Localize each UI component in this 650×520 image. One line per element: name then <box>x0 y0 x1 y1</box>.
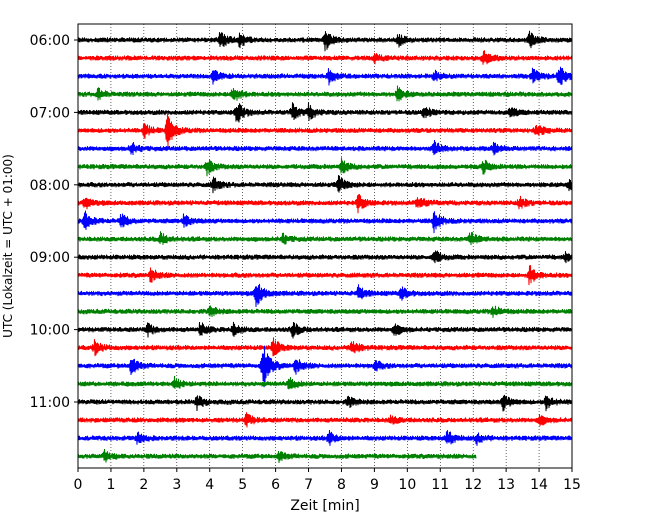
x-axis: 0 1 2 3 4 5 6 7 8 9 10 11 12 13 14 15 <box>74 468 581 493</box>
seismic-trace <box>77 265 573 286</box>
seismic-trace <box>77 102 573 123</box>
x-tick-label: 8 <box>337 477 346 493</box>
seismic-trace <box>77 345 573 388</box>
seismic-trace <box>77 394 573 412</box>
seismic-trace <box>77 175 573 194</box>
y-tick-label: 10:00 <box>30 323 70 339</box>
x-tick-label: 5 <box>238 477 247 493</box>
y-tick-label: 11:00 <box>30 395 70 411</box>
seismic-trace <box>77 231 573 246</box>
x-tick-label: 10 <box>398 477 416 493</box>
x-tick-label: 4 <box>205 477 214 493</box>
seismic-trace <box>77 375 573 390</box>
y-axis: 06:00 07:00 08:00 09:00 10:00 11:00 <box>30 33 78 411</box>
seismic-trace <box>77 305 573 318</box>
x-axis-label: Zeit [min] <box>290 498 359 514</box>
x-tick-label: 9 <box>370 477 379 493</box>
x-tick-label: 15 <box>563 477 581 493</box>
vertical-grid <box>110 24 540 468</box>
x-tick-label: 11 <box>431 477 449 493</box>
seismic-trace <box>77 85 573 102</box>
seismic-trace <box>77 157 573 177</box>
seismic-trace <box>77 449 477 463</box>
y-tick-label: 07:00 <box>30 105 70 121</box>
plot-frame <box>77 23 573 469</box>
seismic-trace <box>77 30 573 52</box>
x-tick-label: 6 <box>271 477 280 493</box>
seismic-trace <box>77 139 573 156</box>
x-tick-label: 1 <box>106 477 115 493</box>
seismic-trace <box>77 194 573 214</box>
seismic-trace <box>77 321 573 339</box>
y-tick-label: 08:00 <box>30 178 70 194</box>
x-tick-label: 13 <box>497 477 515 493</box>
x-tick-label: 3 <box>172 477 181 493</box>
seismic-trace <box>77 412 573 428</box>
seismic-trace <box>77 250 573 264</box>
x-tick-label: 14 <box>530 477 548 493</box>
seismic-trace <box>77 50 573 65</box>
seismic-trace <box>77 112 573 148</box>
x-tick-label: 0 <box>74 477 83 493</box>
x-tick-label: 2 <box>139 477 148 493</box>
seismic-trace <box>77 210 573 234</box>
y-tick-label: 09:00 <box>30 250 70 266</box>
plot-frame-background <box>78 24 572 468</box>
seismic-trace <box>77 430 573 446</box>
y-tick-label: 06:00 <box>30 33 70 49</box>
trace-layer <box>77 30 573 463</box>
seismic-trace <box>77 337 573 357</box>
seismic-trace <box>77 283 573 307</box>
x-tick-label: 7 <box>304 477 313 493</box>
x-tick-label: 12 <box>464 477 482 493</box>
seismic-trace <box>77 66 573 86</box>
y-axis-label: UTC (Lokalzeit = UTC + 01:00) <box>1 154 15 338</box>
